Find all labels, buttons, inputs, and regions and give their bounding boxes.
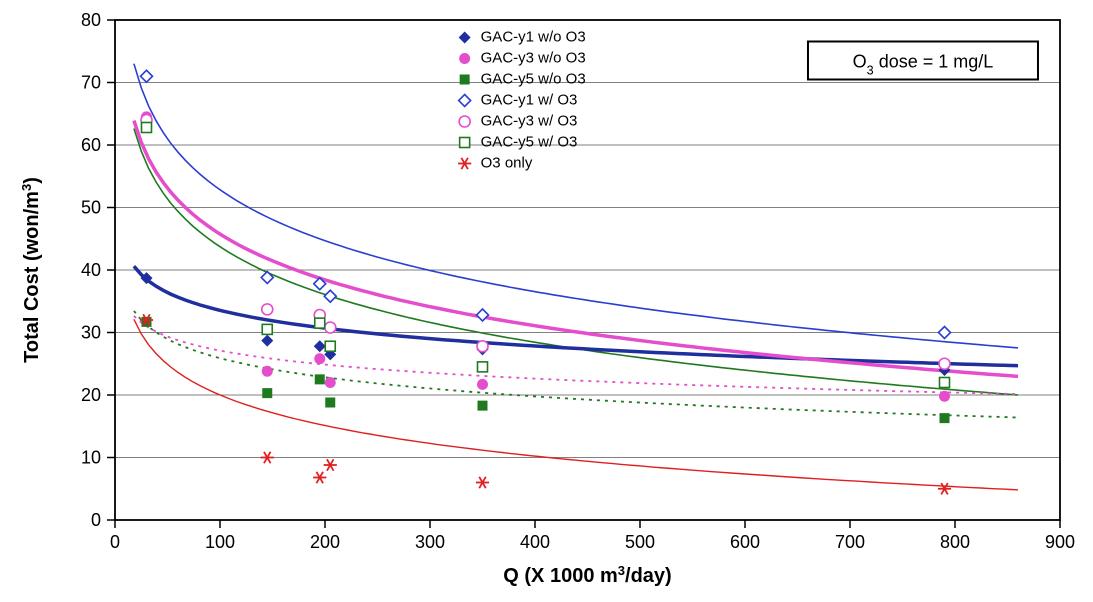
legend-label: GAC-y5 w/o O3 (481, 71, 586, 88)
y-tick-label: 0 (91, 510, 101, 530)
y-tick-label: 50 (81, 198, 101, 218)
x-tick-label: 200 (310, 532, 340, 552)
x-tick-label: 500 (625, 532, 655, 552)
x-tick-label: 800 (940, 532, 970, 552)
y-tick-label: 20 (81, 385, 101, 405)
x-tick-label: 300 (415, 532, 445, 552)
legend-label: GAC-y1 w/o O3 (481, 29, 586, 46)
y-tick-label: 30 (81, 323, 101, 343)
legend-label: GAC-y3 w/o O3 (481, 50, 586, 67)
legend-label: O3 only (481, 155, 533, 172)
x-tick-label: 600 (730, 532, 760, 552)
legend-label: GAC-y1 w/ O3 (481, 92, 578, 109)
x-tick-label: 700 (835, 532, 865, 552)
y-tick-label: 10 (81, 448, 101, 468)
x-tick-label: 0 (110, 532, 120, 552)
x-tick-label: 900 (1045, 532, 1075, 552)
y-axis-label: Total Cost (won/m3) (19, 177, 44, 363)
x-tick-label: 100 (205, 532, 235, 552)
y-tick-label: 60 (81, 135, 101, 155)
y-tick-label: 80 (81, 10, 101, 30)
y-tick-label: 70 (81, 73, 101, 93)
chart-svg: 0102030405060708001002003004005006007008… (0, 0, 1093, 602)
x-axis-label: Q (X 1000 m3/day) (503, 563, 671, 588)
legend-label: GAC-y5 w/ O3 (481, 134, 578, 151)
y-tick-label: 40 (81, 260, 101, 280)
x-tick-label: 400 (520, 532, 550, 552)
legend-label: GAC-y3 w/ O3 (481, 113, 578, 130)
cost-vs-flow-chart: 0102030405060708001002003004005006007008… (0, 0, 1093, 602)
